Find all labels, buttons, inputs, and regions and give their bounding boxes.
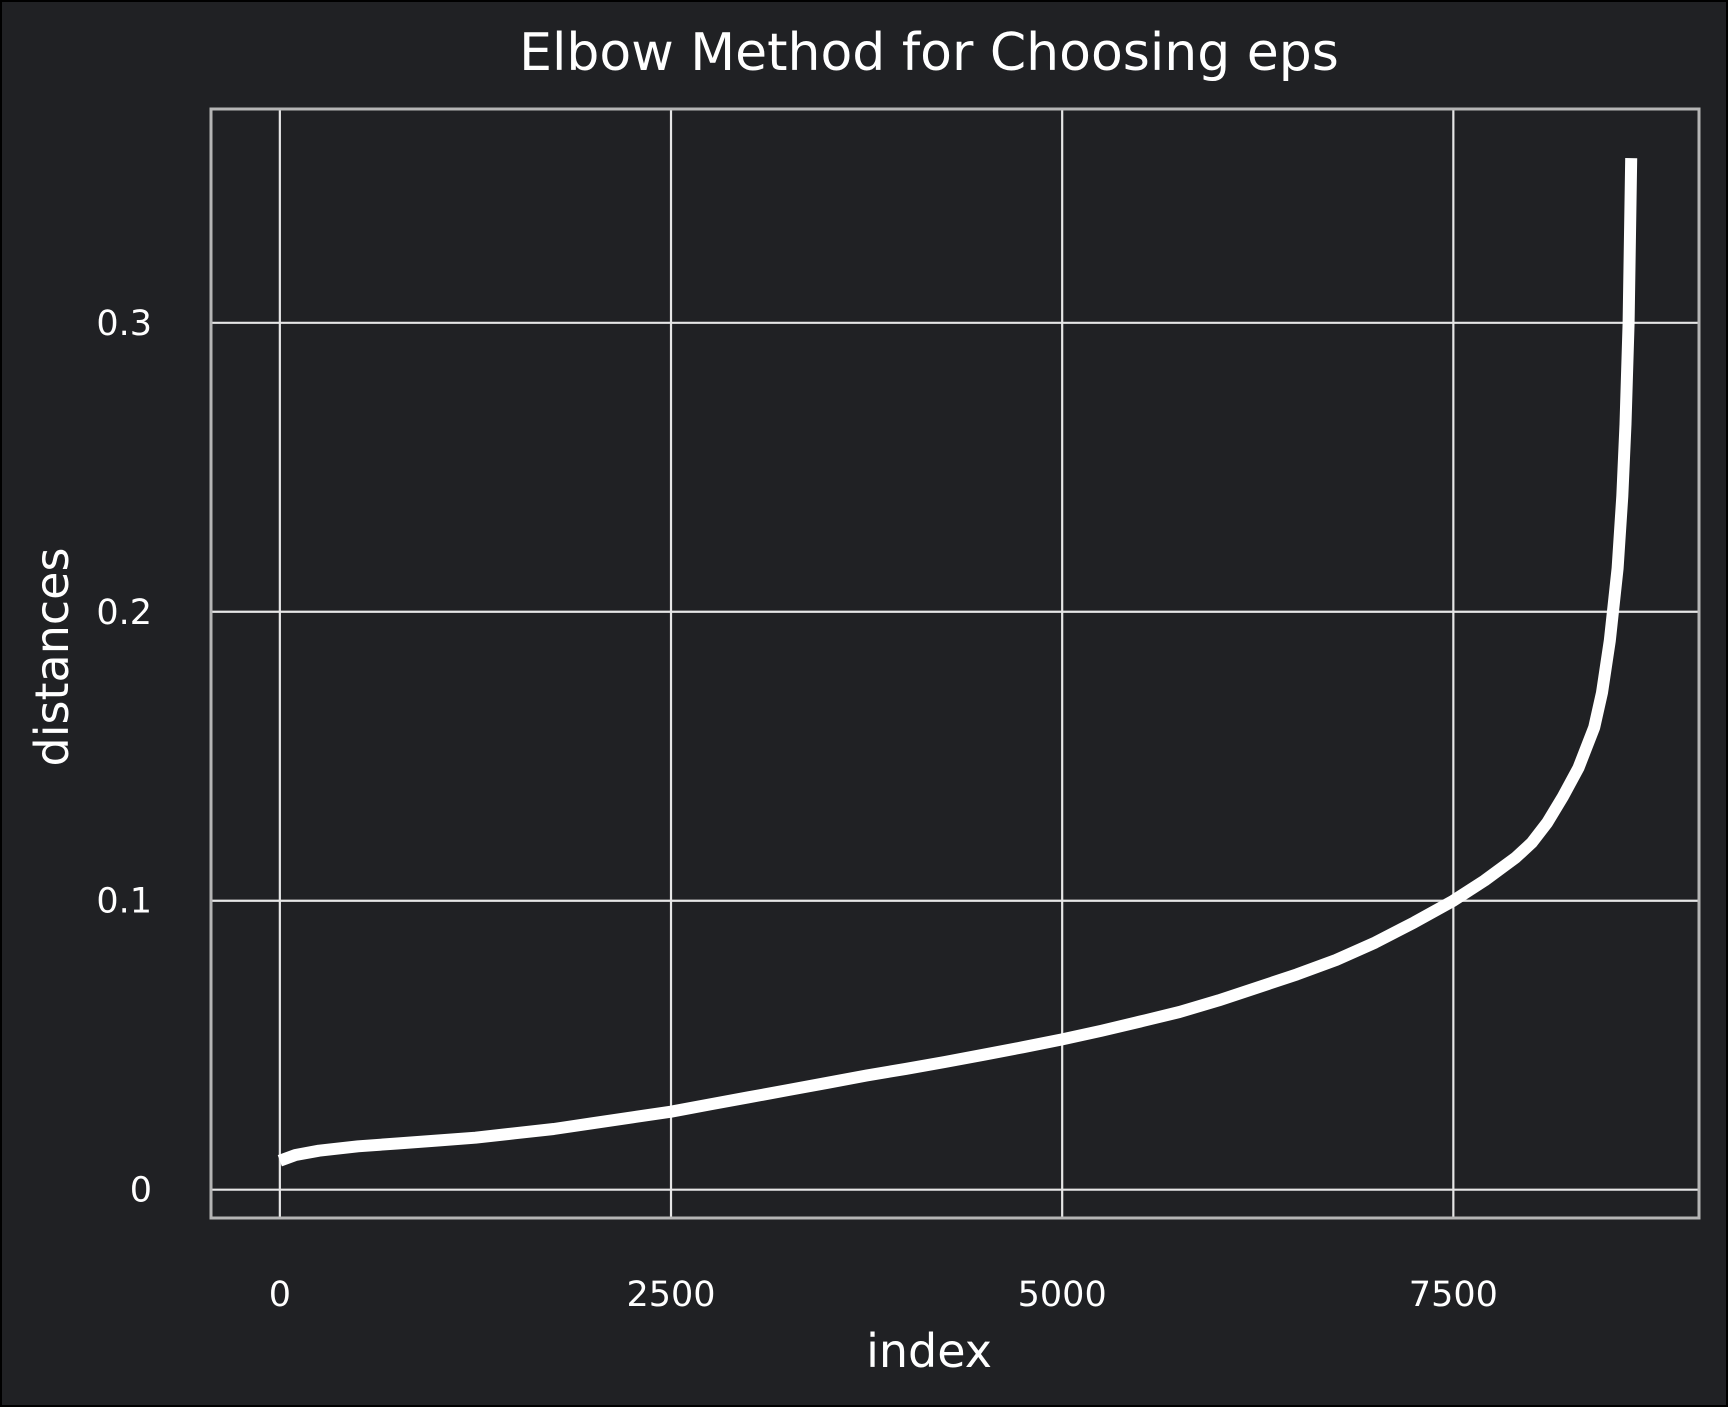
x-axis-ticks: 0 2500 5000 7500 bbox=[269, 1275, 1498, 1315]
y-axis-label: distances bbox=[25, 548, 79, 767]
x-tick-label: 5000 bbox=[1018, 1275, 1107, 1315]
y-tick-label: 0 bbox=[130, 1171, 152, 1211]
x-tick-label: 2500 bbox=[626, 1275, 715, 1315]
x-axis-label: index bbox=[866, 1324, 992, 1378]
y-axis-ticks: 0 0.1 0.2 0.3 bbox=[96, 304, 152, 1211]
y-tick-label: 0.3 bbox=[96, 304, 152, 344]
y-tick-label: 0.1 bbox=[96, 882, 152, 922]
x-tick-label: 0 bbox=[269, 1275, 291, 1315]
grid-lines bbox=[211, 109, 1699, 1218]
x-tick-label: 7500 bbox=[1409, 1275, 1498, 1315]
chart-title: Elbow Method for Choosing eps bbox=[519, 23, 1339, 83]
y-tick-label: 0.2 bbox=[96, 593, 152, 633]
distance-curve-line bbox=[277, 158, 1638, 1167]
plot-area-frame bbox=[209, 107, 1701, 1220]
